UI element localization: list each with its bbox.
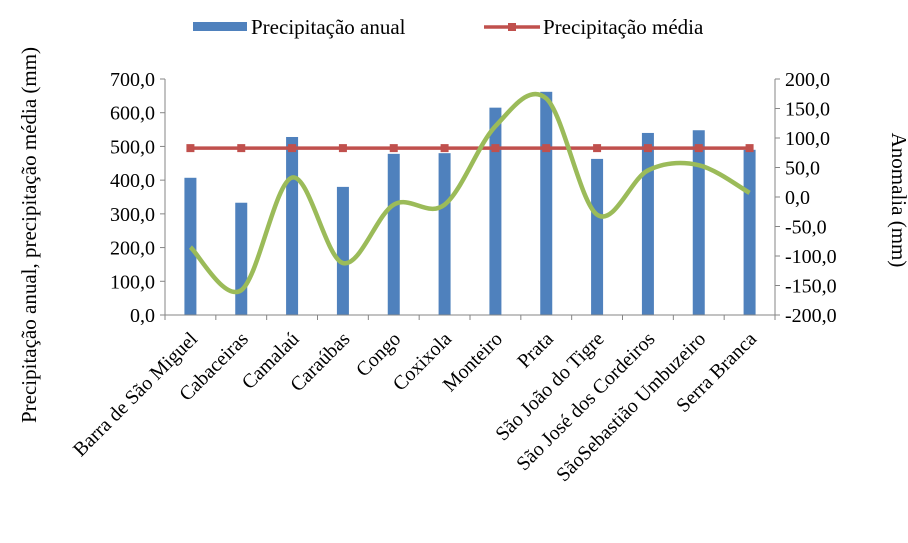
y-tick-label: 0,0 <box>130 305 155 327</box>
bar-10 <box>692 130 705 315</box>
bar-4 <box>387 153 400 315</box>
y-tick-label: 200,0 <box>110 238 155 260</box>
bar-3 <box>336 186 349 315</box>
average-marker-8 <box>593 144 602 153</box>
average-marker-5 <box>440 144 449 153</box>
legend-average-marker <box>508 23 516 31</box>
average-marker-6 <box>491 144 500 153</box>
axes <box>160 78 780 320</box>
labels: 0,0 100,0 200,0 300,0 400,0 500,0 600,0 700,0 -2… <box>69 69 837 486</box>
y-tick-label: 600,0 <box>110 103 155 125</box>
bar-7 <box>540 91 553 315</box>
y2-tick-label: 100,0 <box>785 128 830 150</box>
y2-tick-label: -100,0 <box>785 246 837 268</box>
bar-5 <box>438 153 451 315</box>
y2-axis-title: Anomalia (mm) <box>887 133 908 268</box>
y-axis-title: Precipitação anual, precipitação média (… <box>17 47 41 423</box>
bar-0 <box>184 177 197 315</box>
bar-8 <box>591 158 604 315</box>
y2-tick-label: 150,0 <box>785 99 830 121</box>
legend: Precipitação anual Precipitação média <box>193 15 704 39</box>
y2-tick-label: 200,0 <box>785 69 830 91</box>
legend-bar-label: Precipitação anual <box>251 15 406 39</box>
bar-9 <box>641 132 654 315</box>
y2-tick-label: -150,0 <box>785 276 837 298</box>
y2-tick-label: 0,0 <box>785 187 810 209</box>
x-tick-label: Prata <box>513 328 558 373</box>
y2-tick-label: 50,0 <box>785 158 820 180</box>
y-tick-label: 700,0 <box>110 69 155 91</box>
bar-1 <box>235 202 248 315</box>
average-marker-11 <box>745 144 754 153</box>
average-marker-4 <box>389 144 398 153</box>
y-tick-label: 500,0 <box>110 136 155 158</box>
average-marker-7 <box>542 144 551 153</box>
y-tick-label: 300,0 <box>110 204 155 226</box>
legend-average-label: Precipitação média <box>543 15 704 39</box>
average-marker-0 <box>186 144 195 153</box>
y-tick-label: 400,0 <box>110 170 155 192</box>
average-marker-3 <box>338 144 347 153</box>
y2-tick-label: -50,0 <box>785 217 827 239</box>
lines <box>186 91 754 295</box>
bars <box>184 91 756 316</box>
y-tick-label: 100,0 <box>110 271 155 293</box>
y2-tick-label: -200,0 <box>785 305 837 327</box>
legend-bar-swatch <box>193 22 247 31</box>
bar-2 <box>286 136 299 315</box>
bar-6 <box>489 107 502 316</box>
bar-11 <box>743 149 756 315</box>
average-marker-2 <box>288 144 297 153</box>
anomaly-line <box>188 91 751 295</box>
average-marker-9 <box>643 144 652 153</box>
average-marker-10 <box>694 144 703 153</box>
average-marker-1 <box>237 144 246 153</box>
